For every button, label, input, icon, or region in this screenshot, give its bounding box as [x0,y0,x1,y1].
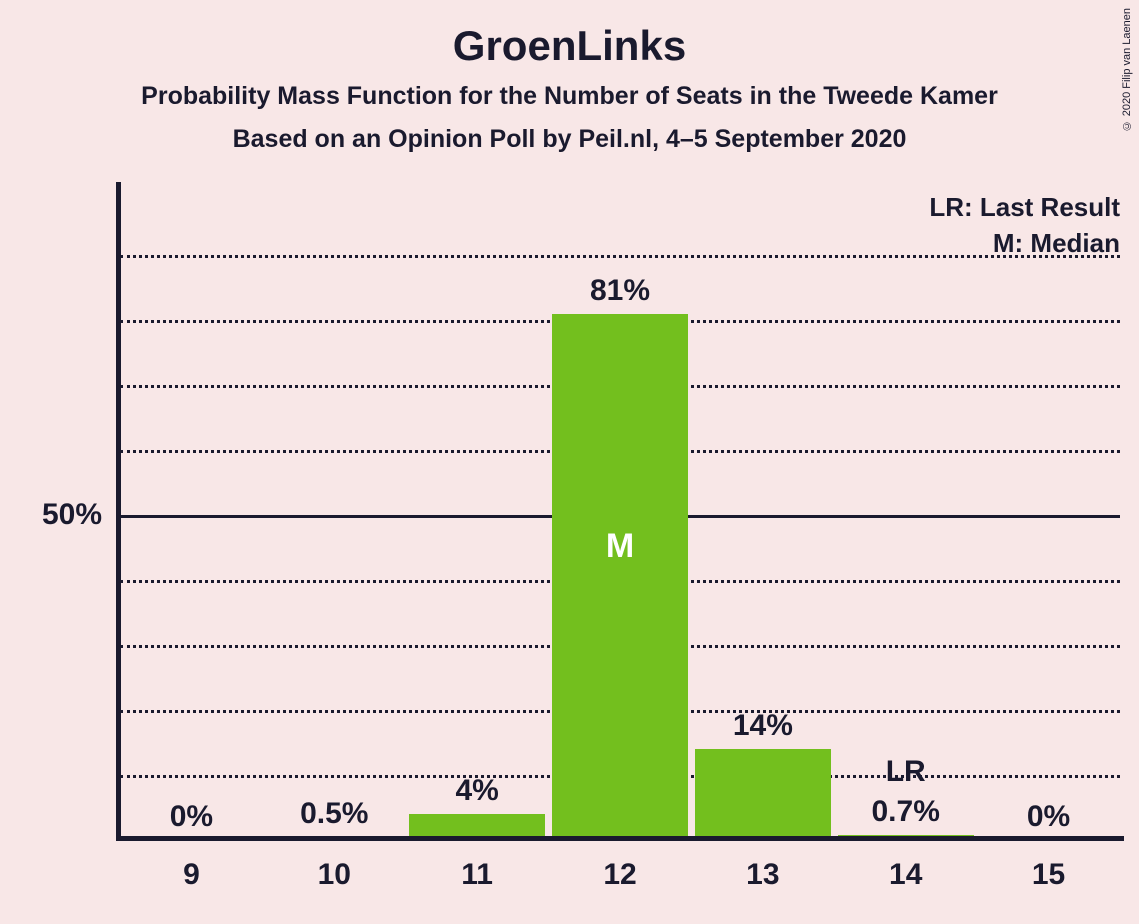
chart-plot-area: 50%0%90.5%104%1181%M1214%130.7%LR140%15L… [120,190,1120,840]
x-tick-label: 14 [889,840,922,892]
y-axis [116,182,121,840]
last-result-marker: LR [886,755,926,789]
x-tick-label: 9 [183,840,200,892]
bar-value-label: 4% [409,774,545,808]
bar-value-label: 14% [695,709,831,743]
bar-value-label: 0% [981,800,1117,834]
x-tick-label: 10 [318,840,351,892]
y-tick-label: 50% [42,498,120,532]
bar-value-label: 0% [124,800,260,834]
chart-subtitle-2: Based on an Opinion Poll by Peil.nl, 4–5… [0,125,1139,154]
legend-lr: LR: Last Result [929,192,1120,223]
x-axis [116,836,1124,841]
x-tick-label: 12 [603,840,636,892]
bar-value-label: 0.7% [838,795,974,829]
median-marker: M [552,527,688,566]
copyright-text: © 2020 Filip van Laenen [1121,8,1133,131]
legend-m: M: Median [993,228,1120,259]
x-tick-label: 13 [746,840,779,892]
x-tick-label: 11 [461,840,493,892]
bar [552,314,688,841]
bar-value-label: 81% [552,274,688,308]
chart-subtitle-1: Probability Mass Function for the Number… [0,82,1139,111]
x-tick-label: 15 [1032,840,1065,892]
chart-title: GroenLinks [0,0,1139,70]
grid-minor [120,255,1120,258]
bar-value-label: 0.5% [266,797,402,831]
bar [695,749,831,840]
